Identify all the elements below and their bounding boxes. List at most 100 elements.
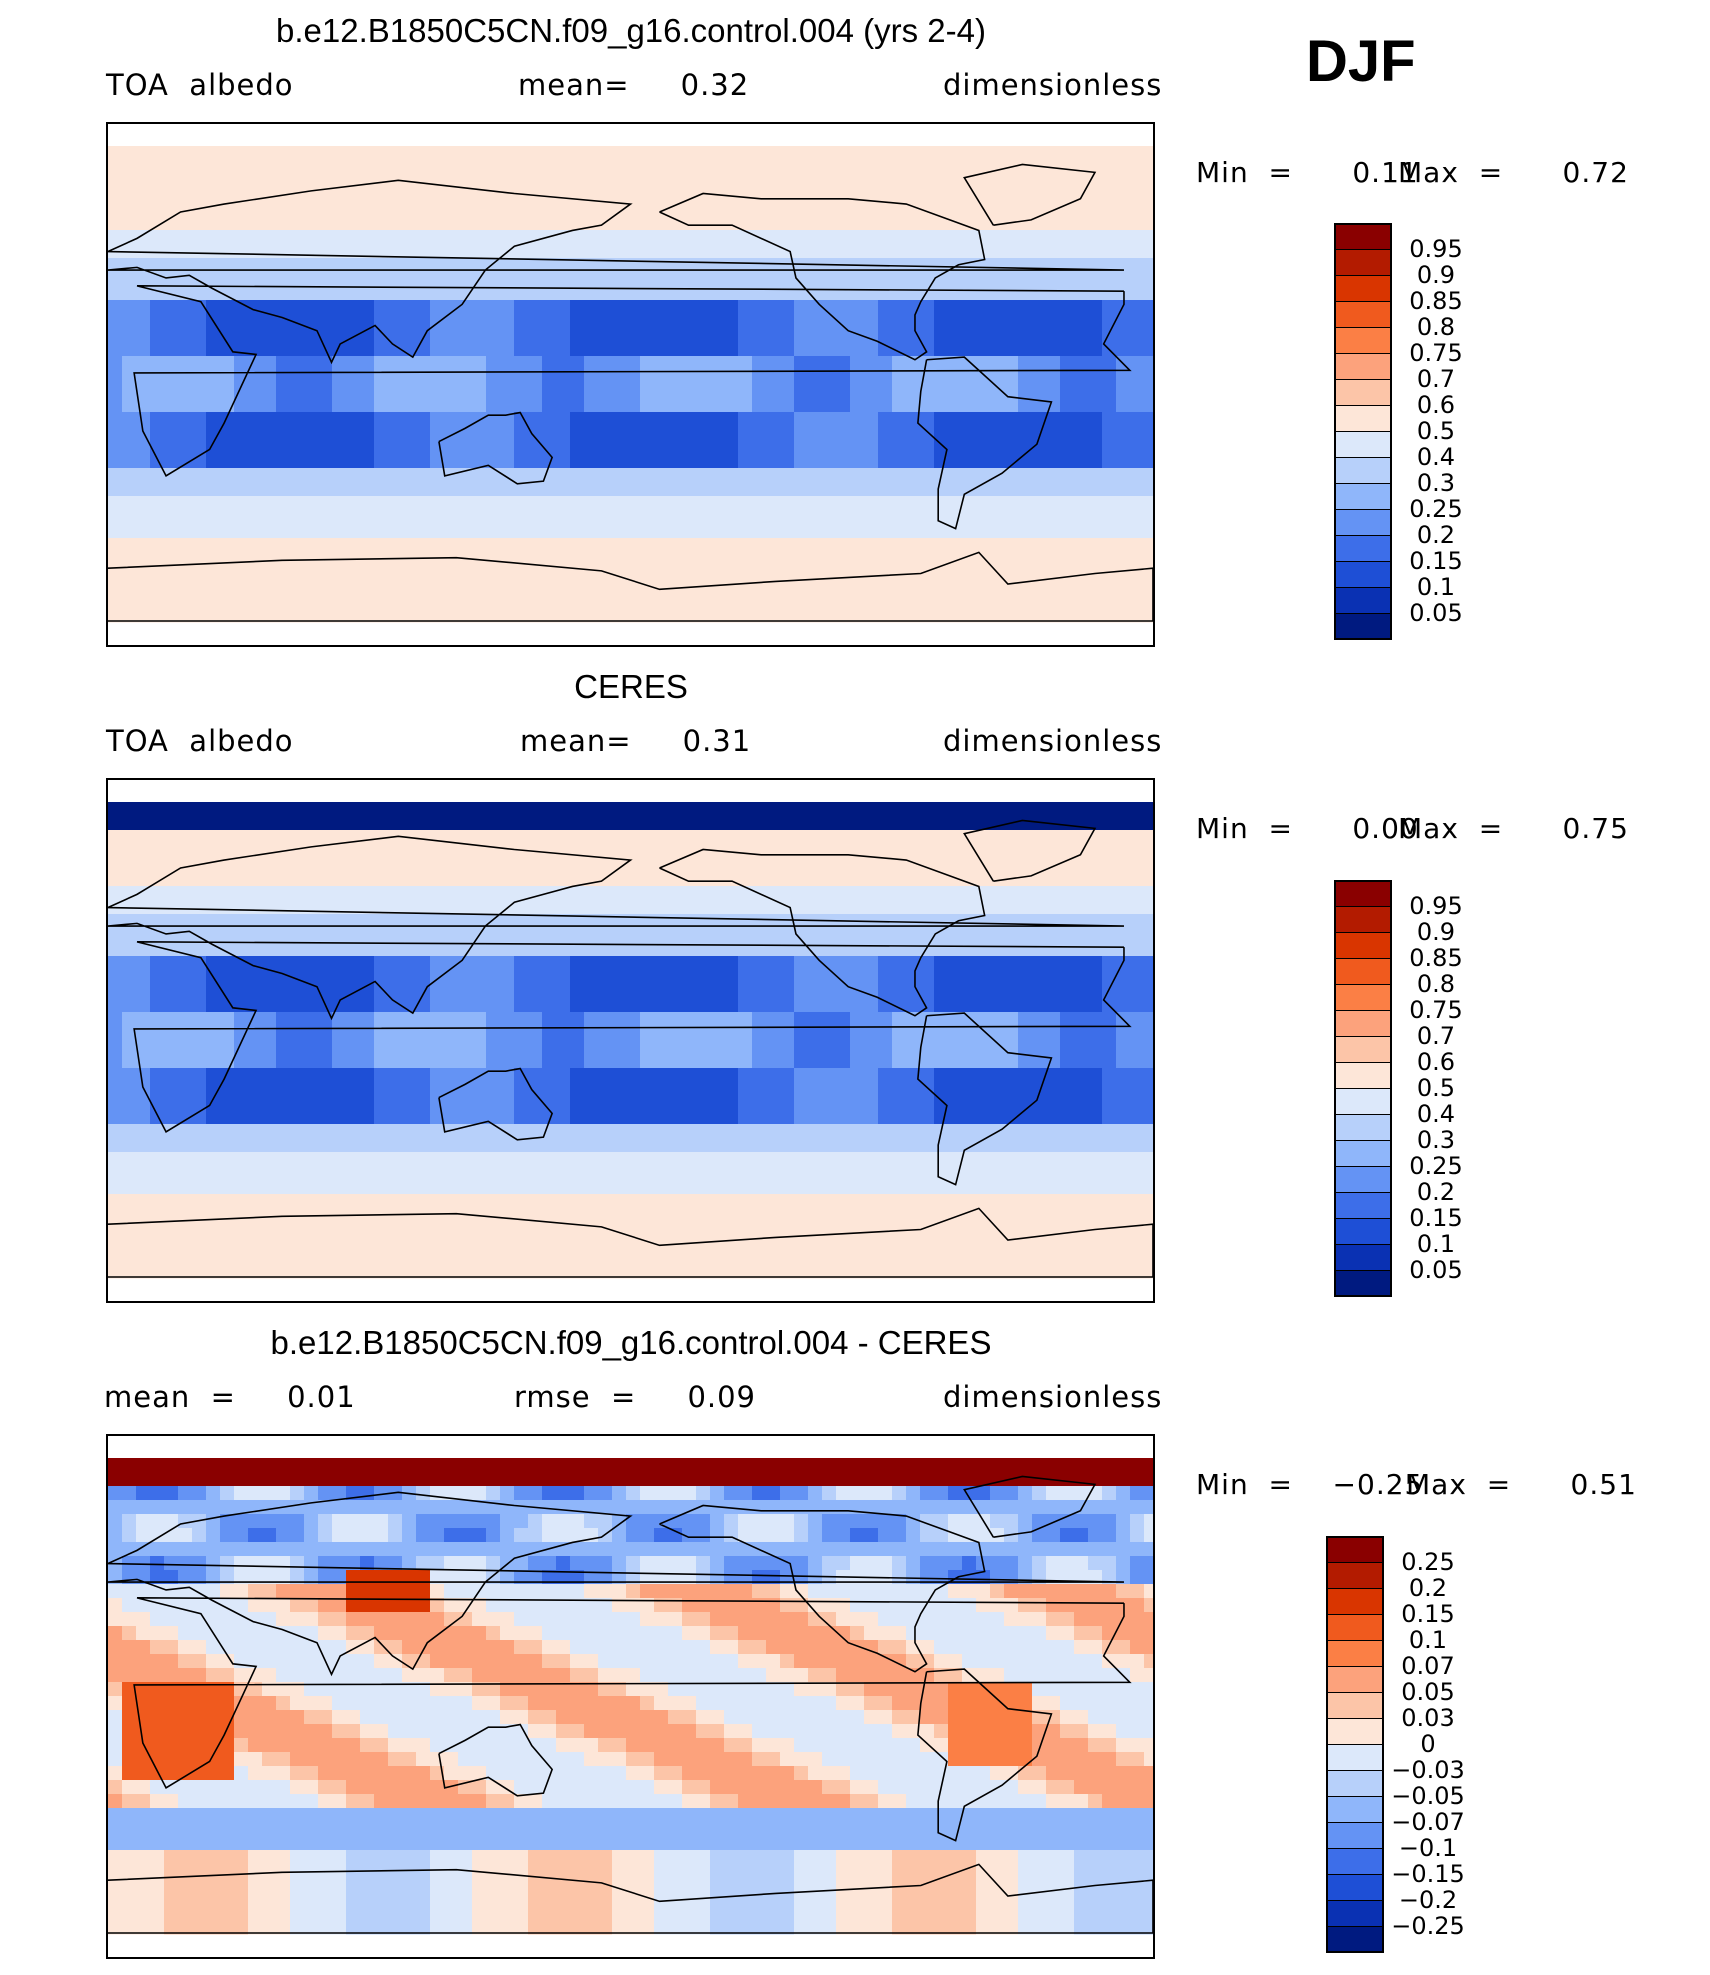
contour-cell bbox=[318, 858, 333, 873]
contour-cell bbox=[640, 426, 655, 441]
contour-cell bbox=[262, 802, 277, 817]
contour-cell bbox=[542, 1236, 557, 1251]
contour-cell bbox=[122, 440, 137, 455]
contour-cell bbox=[780, 1138, 795, 1153]
contour-cell bbox=[612, 1180, 627, 1195]
contour-cell bbox=[892, 872, 907, 887]
contour-cell bbox=[878, 1222, 893, 1237]
contour-cell bbox=[990, 858, 1005, 873]
contour-cell bbox=[612, 998, 627, 1013]
contour-cell bbox=[346, 1026, 361, 1041]
contour-cell bbox=[276, 1180, 291, 1195]
contour-cell bbox=[794, 454, 809, 469]
contour-cell bbox=[1060, 1082, 1075, 1097]
contour-cell bbox=[864, 524, 879, 539]
contour-cell bbox=[234, 356, 249, 371]
contour-cell bbox=[178, 398, 193, 413]
contour-cell bbox=[598, 816, 613, 831]
contour-cell bbox=[1060, 1026, 1075, 1041]
contour-cell bbox=[276, 1012, 291, 1027]
contour-cell bbox=[150, 1110, 165, 1125]
contour-cell bbox=[290, 928, 305, 943]
contour-cell bbox=[108, 1068, 123, 1083]
contour-cell bbox=[150, 1082, 165, 1097]
contour-cell bbox=[738, 552, 753, 567]
contour-cell bbox=[108, 426, 123, 441]
contour-cell bbox=[1046, 900, 1061, 915]
contour-cell bbox=[556, 328, 571, 343]
contour-cell bbox=[234, 314, 249, 329]
contour-cell bbox=[1144, 314, 1153, 329]
contour-cell bbox=[850, 1222, 865, 1237]
contour-cell bbox=[864, 440, 879, 455]
contour-cell bbox=[556, 998, 571, 1013]
contour-cell bbox=[528, 552, 543, 567]
contour-cell bbox=[458, 272, 473, 287]
contour-cell bbox=[458, 440, 473, 455]
contour-cell bbox=[1046, 300, 1061, 315]
contour-cell bbox=[864, 1180, 879, 1195]
contour-cell bbox=[290, 956, 305, 971]
contour-cell bbox=[178, 566, 193, 581]
contour-cell bbox=[486, 1096, 501, 1111]
contour-cell bbox=[920, 608, 935, 623]
contour-cell bbox=[906, 1194, 921, 1209]
contour-cell bbox=[682, 566, 697, 581]
contour-cell bbox=[752, 342, 767, 357]
contour-cell bbox=[584, 370, 599, 385]
contour-cell bbox=[108, 970, 123, 985]
contour-cell bbox=[668, 328, 683, 343]
contour-cell bbox=[766, 272, 781, 287]
contour-cell bbox=[850, 496, 865, 511]
contour-cell bbox=[486, 1082, 501, 1097]
contour-cell bbox=[486, 580, 501, 595]
contour-cell bbox=[164, 914, 179, 929]
contour-cell bbox=[752, 356, 767, 371]
contour-cell bbox=[920, 300, 935, 315]
contour-cell bbox=[1088, 928, 1103, 943]
contour-cell bbox=[1116, 230, 1131, 245]
contour-cell bbox=[976, 1110, 991, 1125]
contour-cell bbox=[752, 970, 767, 985]
colorbar-swatch bbox=[1334, 561, 1392, 588]
contour-cell bbox=[360, 370, 375, 385]
contour-cell bbox=[122, 956, 137, 971]
contour-cell bbox=[962, 1194, 977, 1209]
contour-cell bbox=[1102, 1082, 1117, 1097]
contour-cell bbox=[920, 886, 935, 901]
contour-cell bbox=[752, 384, 767, 399]
contour-cell bbox=[1018, 970, 1033, 985]
contour-cell bbox=[808, 1222, 823, 1237]
contour-cell bbox=[346, 1124, 361, 1139]
contour-cell bbox=[668, 928, 683, 943]
contour-cell bbox=[374, 524, 389, 539]
contour-cell bbox=[990, 1026, 1005, 1041]
contour-cell bbox=[290, 412, 305, 427]
contour-cell bbox=[262, 552, 277, 567]
contour-cell bbox=[374, 1138, 389, 1153]
contour-cell bbox=[346, 1222, 361, 1237]
contour-cell bbox=[136, 886, 151, 901]
contour-cell bbox=[346, 1138, 361, 1153]
contour-cell bbox=[570, 1012, 585, 1027]
contour-cell bbox=[640, 1208, 655, 1223]
contour-cell bbox=[640, 984, 655, 999]
contour-cell bbox=[1074, 314, 1089, 329]
contour-cell bbox=[1060, 412, 1075, 427]
contour-cell bbox=[1004, 356, 1019, 371]
contour-cell bbox=[416, 552, 431, 567]
contour-cell bbox=[1088, 272, 1103, 287]
contour-cell bbox=[780, 300, 795, 315]
contour-cell bbox=[584, 1026, 599, 1041]
contour-cell bbox=[920, 174, 935, 189]
contour-cell bbox=[752, 482, 767, 497]
contour-cell bbox=[1130, 146, 1145, 161]
contour-cell bbox=[388, 356, 403, 371]
contour-cell bbox=[794, 216, 809, 231]
contour-cell bbox=[430, 244, 445, 259]
contour-cell bbox=[1088, 1110, 1103, 1125]
contour-cell bbox=[486, 608, 501, 623]
contour-cell bbox=[220, 314, 235, 329]
contour-cell bbox=[710, 482, 725, 497]
contour-cell bbox=[514, 482, 529, 497]
